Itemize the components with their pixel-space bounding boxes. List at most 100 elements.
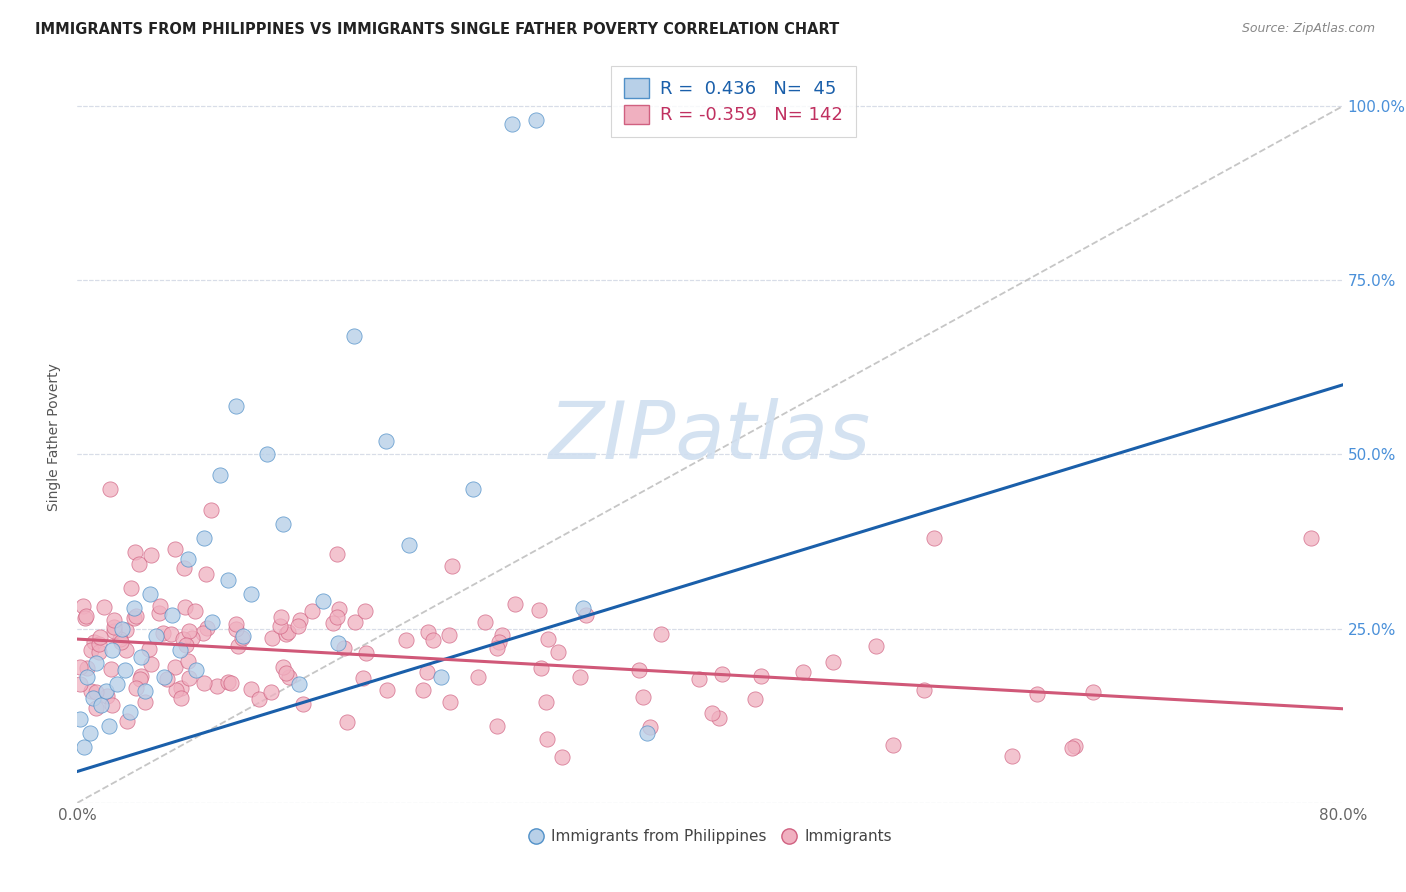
- Point: [100, 662, 122, 676]
- Point: [823, 656, 845, 670]
- Point: [627, 663, 650, 677]
- Point: [865, 639, 887, 653]
- Point: [485, 718, 508, 732]
- Point: [328, 635, 350, 649]
- Point: [114, 643, 136, 657]
- Point: [163, 542, 186, 557]
- Point: [180, 631, 202, 645]
- Point: [101, 698, 124, 712]
- Point: [278, 670, 301, 684]
- Point: [1063, 739, 1085, 753]
- Point: [193, 676, 215, 690]
- Point: [650, 627, 672, 641]
- Point: [491, 628, 513, 642]
- Point: [69, 660, 91, 674]
- Point: [80, 684, 103, 698]
- Point: [276, 626, 298, 640]
- Y-axis label: Single Father Poverty: Single Father Poverty: [48, 363, 62, 511]
- Point: [291, 698, 314, 712]
- Point: [139, 587, 162, 601]
- Point: [114, 623, 136, 637]
- Point: [536, 695, 558, 709]
- Point: [503, 598, 526, 612]
- Point: [86, 657, 108, 671]
- Point: [76, 670, 98, 684]
- Point: [94, 684, 117, 698]
- Point: [125, 681, 148, 696]
- Point: [633, 690, 655, 704]
- Point: [84, 685, 107, 699]
- Point: [415, 665, 437, 680]
- Point: [169, 681, 191, 695]
- Point: [208, 468, 231, 483]
- Point: [153, 670, 176, 684]
- Point: [1026, 687, 1049, 701]
- Point: [749, 669, 772, 683]
- Point: [271, 659, 294, 673]
- Point: [416, 624, 439, 639]
- Point: [145, 629, 167, 643]
- Point: [217, 573, 239, 587]
- Point: [200, 503, 222, 517]
- Point: [165, 683, 187, 698]
- Point: [217, 674, 239, 689]
- Point: [474, 615, 496, 629]
- Point: [688, 673, 710, 687]
- Point: [322, 615, 344, 630]
- Point: [69, 677, 91, 691]
- Point: [225, 622, 247, 636]
- Point: [439, 695, 461, 709]
- Point: [124, 600, 146, 615]
- Point: [124, 608, 146, 623]
- Point: [240, 587, 263, 601]
- Point: [231, 631, 253, 645]
- Point: [89, 645, 111, 659]
- Point: [138, 641, 160, 656]
- Point: [332, 640, 354, 655]
- Point: [105, 677, 128, 691]
- Point: [124, 544, 146, 558]
- Point: [277, 625, 299, 640]
- Point: [269, 619, 291, 633]
- Point: [924, 531, 946, 545]
- Point: [110, 634, 132, 648]
- Point: [134, 684, 156, 698]
- Point: [183, 604, 205, 618]
- Point: [311, 594, 333, 608]
- Point: [225, 399, 247, 413]
- Point: [165, 660, 187, 674]
- Point: [288, 613, 311, 627]
- Point: [90, 698, 112, 713]
- Point: [72, 599, 94, 614]
- Point: [568, 670, 591, 684]
- Point: [193, 531, 215, 545]
- Point: [336, 715, 359, 730]
- Point: [260, 684, 283, 698]
- Point: [1001, 749, 1024, 764]
- Point: [437, 628, 460, 642]
- Point: [83, 634, 105, 648]
- Point: [882, 739, 904, 753]
- Point: [173, 599, 195, 614]
- Point: [1301, 531, 1323, 545]
- Point: [572, 600, 595, 615]
- Point: [530, 661, 553, 675]
- Point: [375, 683, 398, 698]
- Text: ZIPatlas: ZIPatlas: [548, 398, 872, 476]
- Point: [79, 726, 101, 740]
- Point: [73, 740, 96, 755]
- Point: [118, 705, 141, 719]
- Point: [114, 664, 136, 678]
- Point: [101, 642, 124, 657]
- Point: [117, 714, 139, 728]
- Point: [207, 679, 229, 693]
- Point: [394, 632, 416, 647]
- Point: [98, 483, 121, 497]
- Point: [536, 731, 558, 746]
- Point: [177, 552, 200, 566]
- Point: [430, 670, 453, 684]
- Text: Source: ZipAtlas.com: Source: ZipAtlas.com: [1241, 22, 1375, 36]
- Point: [82, 691, 104, 706]
- Point: [184, 664, 207, 678]
- Point: [547, 645, 569, 659]
